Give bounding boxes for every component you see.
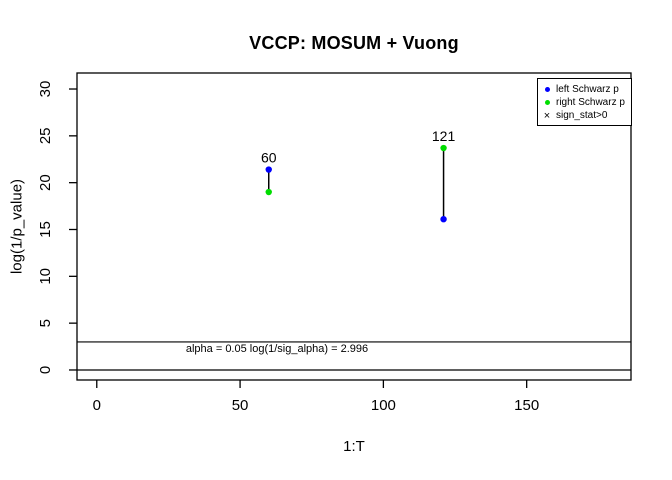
- left-schwarz-marker-icon: [543, 87, 551, 92]
- right-schwarz-point: [440, 144, 447, 152]
- legend-label: right Schwarz p: [556, 97, 625, 108]
- y-axis-label: log(1/p_value): [8, 178, 26, 275]
- alpha-threshold-label: alpha = 0.05 log(1/sig_alpha) = 2.996: [185, 343, 369, 355]
- y-tick-label: 5: [37, 319, 54, 327]
- legend-label: sign_stat>0: [556, 110, 608, 121]
- x-tick-label: 0: [93, 397, 101, 414]
- legend-dot: [544, 87, 550, 92]
- legend-item-right-schwarz: right Schwarz p: [538, 96, 631, 109]
- y-tick-label: 15: [37, 221, 54, 238]
- y-tick-label: 30: [37, 81, 54, 98]
- x-tick-label: 150: [514, 397, 539, 414]
- y-tick-label: 10: [37, 268, 54, 285]
- right-schwarz-marker-icon: [543, 100, 551, 105]
- left-schwarz-point: [265, 166, 272, 173]
- x-tick-label: 50: [232, 397, 249, 414]
- x-tick-label: 100: [371, 397, 396, 414]
- left-schwarz-point: [440, 215, 447, 223]
- sign-stat-marker-icon: ×: [543, 109, 551, 122]
- legend-dot: [544, 100, 550, 105]
- plot-box: [76, 72, 632, 381]
- legend-label: left Schwarz p: [556, 84, 619, 95]
- x-axis-label: 1:T: [343, 438, 365, 455]
- legend-item-sign-stat: × sign_stat>0: [538, 109, 631, 122]
- legend: left Schwarz p right Schwarz p × sign_st…: [537, 78, 632, 126]
- y-tick-label: 0: [37, 366, 54, 374]
- chart-title: VCCP: MOSUM + Vuong: [249, 33, 459, 53]
- changepoint-label: 60: [261, 150, 277, 166]
- changepoint-label: 121: [432, 128, 456, 144]
- y-tick-label: 25: [37, 127, 54, 144]
- right-schwarz-point: [265, 188, 272, 196]
- y-tick-label: 20: [37, 174, 54, 191]
- legend-item-left-schwarz: left Schwarz p: [538, 83, 631, 96]
